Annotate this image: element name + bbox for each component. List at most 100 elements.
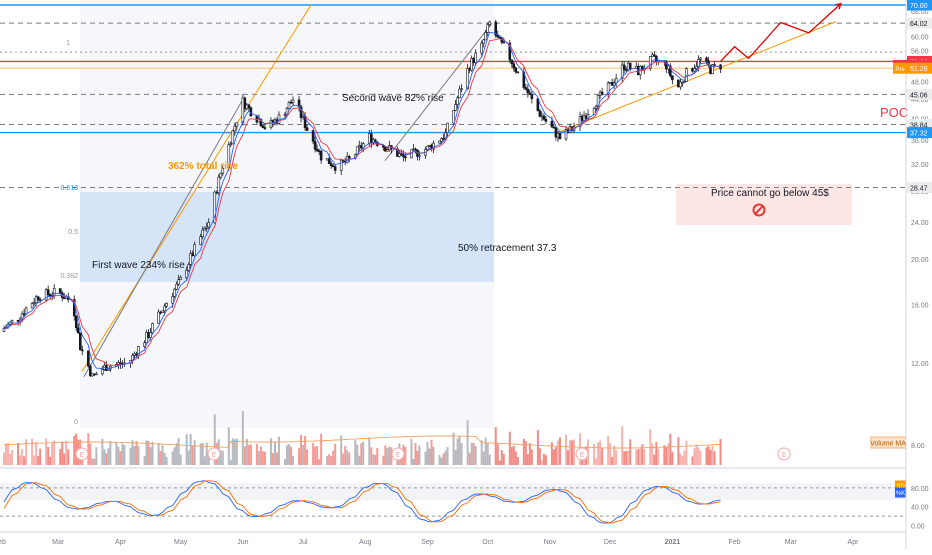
volume-bar — [101, 438, 104, 465]
volume-bar — [440, 457, 443, 465]
candle-body — [319, 150, 323, 161]
level-tag-label: 28.47 — [910, 185, 928, 192]
volume-bar — [414, 442, 417, 465]
time-tick-label: Nov — [544, 539, 557, 546]
volume-bar — [552, 449, 555, 465]
volume-bar — [171, 451, 174, 465]
candle-body — [173, 288, 176, 297]
candle-body — [175, 283, 178, 290]
volume-bar — [524, 441, 527, 465]
volume-bar — [271, 453, 274, 465]
volume-bar — [502, 453, 505, 465]
volume-bar — [655, 442, 658, 465]
price-tick-label: 48.00 — [911, 80, 929, 87]
candle-body — [624, 69, 628, 71]
horizontal-levels — [0, 4, 906, 188]
candle-body — [91, 373, 94, 377]
volume-bar — [59, 449, 62, 465]
candle-body — [524, 87, 528, 90]
volume-bar — [151, 441, 154, 465]
volume-bar — [444, 450, 447, 465]
volume-bar — [709, 449, 712, 465]
candle-body — [564, 129, 568, 140]
candle-body — [626, 62, 630, 71]
volume-bar — [384, 445, 387, 465]
candle-body — [470, 58, 473, 71]
candle-body — [367, 133, 371, 144]
volume-bar — [229, 459, 232, 465]
candle-body — [177, 279, 180, 285]
volume-bar — [536, 430, 539, 465]
volume-bar — [37, 455, 40, 465]
volume-bar — [73, 435, 76, 465]
candle-body — [305, 127, 309, 131]
stoch-k-line — [3, 480, 721, 524]
candle-body — [269, 120, 273, 128]
volume-bar — [235, 438, 238, 465]
volume-bar — [454, 450, 457, 465]
candle-body — [655, 55, 658, 62]
volume-bar — [19, 455, 22, 465]
candle-body — [370, 133, 373, 144]
volume-bar — [121, 443, 124, 465]
candle-body — [404, 156, 407, 159]
stoch-tag-sd — [895, 480, 906, 491]
candle-body — [486, 24, 490, 33]
volume-bar — [344, 446, 347, 465]
svg-text:E: E — [396, 452, 401, 459]
volume-bar — [306, 449, 309, 465]
volume-bar — [544, 455, 547, 465]
candle-body — [498, 37, 502, 39]
time-tick-label: Mar — [52, 539, 65, 546]
time-tick-label: Aug — [359, 539, 372, 546]
candle-body — [117, 362, 120, 365]
stoch-tag-sd-label: SD — [896, 484, 905, 490]
volume-bar — [657, 448, 660, 465]
volume-bar — [623, 451, 626, 465]
volume-bar — [316, 446, 319, 465]
candle-body — [456, 97, 459, 105]
candle-body — [454, 104, 457, 111]
forbidden-icon — [752, 203, 766, 217]
candle-body — [311, 130, 315, 142]
volume-bar — [340, 435, 343, 465]
candle-body — [165, 303, 168, 307]
volume-bar — [468, 452, 471, 465]
time-tick-label: May — [174, 539, 188, 546]
volume-bar — [613, 445, 616, 465]
volume-bar — [275, 452, 278, 465]
volume-bar — [21, 449, 24, 465]
volume-bar — [332, 450, 335, 465]
fib-label-1: 1 — [66, 40, 70, 47]
volume-bar — [498, 460, 501, 465]
time-tick-label: Feb — [729, 539, 741, 546]
candle-body — [179, 277, 182, 280]
time-tick-label: Jun — [237, 539, 248, 546]
volume-bar — [460, 443, 463, 465]
volume-bar — [566, 450, 569, 465]
projection-arrowhead — [834, 2, 842, 10]
volume-bar — [219, 450, 222, 465]
volume-bar — [177, 438, 180, 465]
candle-body — [608, 81, 612, 84]
volume-bar — [203, 456, 206, 465]
time-tick-label: 2021 — [665, 539, 681, 546]
volume-bar — [131, 440, 134, 465]
volume-bar — [412, 459, 415, 465]
stoch-tag-k-label: %K — [896, 491, 905, 497]
candle-body — [442, 138, 445, 140]
candle-body — [426, 145, 429, 150]
volume-bar — [649, 429, 652, 465]
candle-body — [193, 244, 196, 256]
volume-bar — [597, 442, 600, 465]
volume-bar — [540, 460, 543, 465]
stoch-tick-label: 40.00 — [911, 505, 929, 512]
volume-bar — [143, 455, 146, 465]
volume-bar — [5, 443, 8, 465]
candle-body — [151, 323, 154, 333]
level-tag-label: 45.06 — [910, 92, 928, 99]
price-tag-value: 51.26 — [910, 66, 928, 73]
candle-body — [679, 81, 682, 88]
volume-bar — [665, 447, 668, 465]
